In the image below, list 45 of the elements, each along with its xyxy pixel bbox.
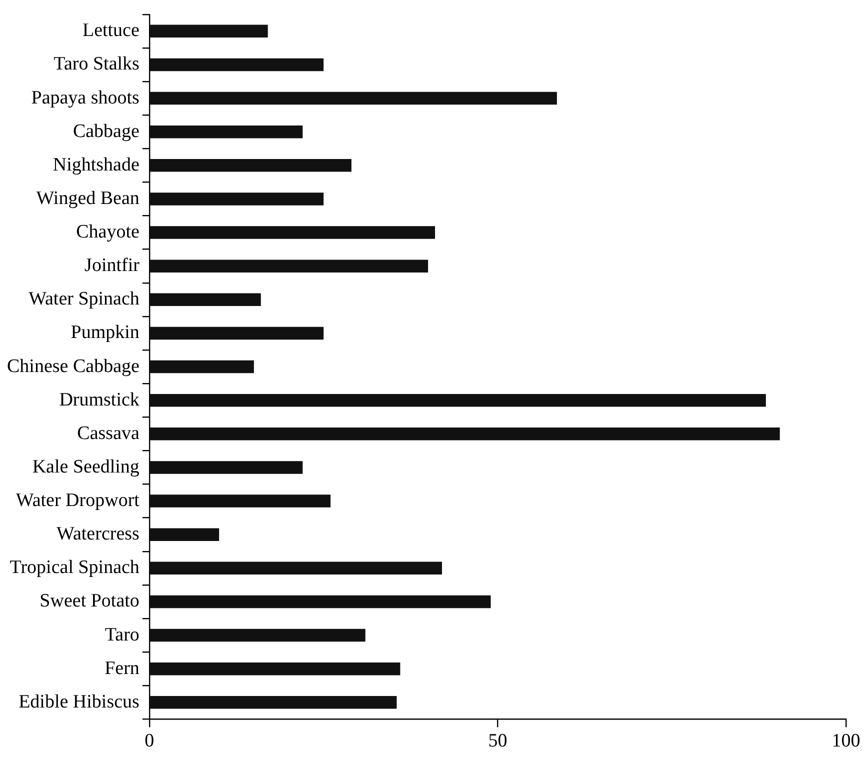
y-tick-label: Taro xyxy=(104,624,140,646)
x-tick-label: 50 xyxy=(488,730,508,752)
y-tick-label: Edible Hibiscus xyxy=(18,691,140,712)
y-tick-label: Chayote xyxy=(76,222,140,243)
y-tick-label: Nightshade xyxy=(52,154,140,176)
bar xyxy=(150,260,428,272)
bar xyxy=(150,562,442,575)
bar xyxy=(150,394,766,407)
bar xyxy=(150,662,400,676)
y-tick-label: Lettuce xyxy=(82,20,140,42)
y-tick-label: Drumstick xyxy=(59,389,140,410)
y-tick-label: Sweet Potato xyxy=(40,590,140,612)
bar xyxy=(150,58,324,72)
bar xyxy=(150,24,268,38)
y-tick-label: Tropical Spinach xyxy=(10,557,140,578)
y-tick-label: Water Dropwort xyxy=(16,490,140,512)
y-tick-label: Taro Stalks xyxy=(54,54,140,75)
y-tick-label: Fern xyxy=(104,658,140,679)
bar xyxy=(150,494,331,508)
x-tick-label: 0 xyxy=(144,730,154,752)
y-tick-label: Water Spinach xyxy=(28,288,140,310)
y-tick-label: Chinese Cabbage xyxy=(6,356,140,377)
y-tick-label: Papaya shoots xyxy=(31,87,140,108)
x-tick-label: 100 xyxy=(832,730,860,752)
bar xyxy=(150,226,436,239)
bar xyxy=(150,326,324,340)
bar xyxy=(150,293,261,306)
bar xyxy=(150,428,780,440)
y-tick-label: Cassava xyxy=(77,422,140,444)
bar xyxy=(150,595,491,608)
bar xyxy=(150,125,303,138)
bar xyxy=(150,360,254,374)
bar xyxy=(150,159,352,172)
y-tick-label: Winged Bean xyxy=(36,188,140,209)
bar xyxy=(150,192,324,206)
y-tick-label: Jointfir xyxy=(84,255,140,276)
bar xyxy=(150,696,397,709)
bar xyxy=(150,628,366,642)
y-tick-label: Cabbage xyxy=(72,120,140,142)
y-tick-label: Watercress xyxy=(56,524,140,545)
bar xyxy=(150,92,557,105)
y-tick-label: Kale Seedling xyxy=(32,456,140,478)
bar xyxy=(150,528,220,541)
bar xyxy=(150,461,303,474)
y-tick-label: Pumpkin xyxy=(70,322,140,344)
